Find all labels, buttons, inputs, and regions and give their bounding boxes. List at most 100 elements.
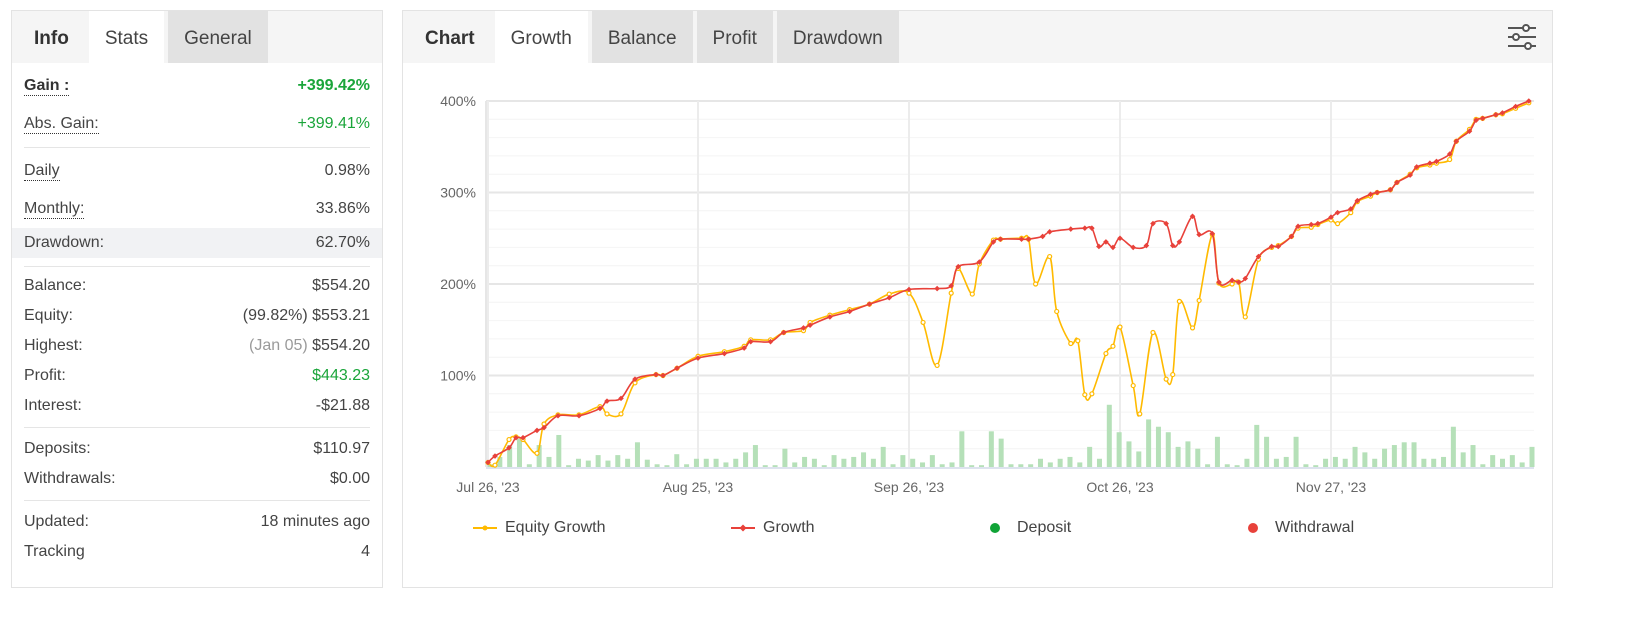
deposits-label: Deposits:	[24, 440, 91, 457]
profit-value: $443.23	[312, 367, 370, 384]
growth-line-icon	[731, 524, 755, 532]
daily-bar	[821, 465, 827, 467]
growth-point	[976, 259, 983, 265]
x-tick-label: Oct 26, '23	[1086, 479, 1153, 495]
growth-point	[485, 459, 491, 466]
legend-label: Deposit	[1017, 519, 1072, 536]
daily-bar	[979, 465, 985, 467]
equity-point	[1082, 392, 1088, 398]
daily-bar	[1077, 462, 1083, 467]
daily-bar	[1342, 458, 1348, 467]
daily-bar	[998, 438, 1004, 467]
daily-bar	[831, 455, 837, 467]
growth-point	[1394, 179, 1400, 186]
growth-point	[1242, 275, 1249, 282]
legend-withdrawal[interactable]: Withdrawal	[1247, 519, 1354, 537]
daily-bar	[1067, 456, 1073, 467]
daily-bar	[634, 442, 640, 467]
daily-bar	[743, 452, 749, 467]
sliders-icon[interactable]	[1506, 23, 1538, 51]
equity-point	[1447, 156, 1453, 163]
monthly-label[interactable]: Monthly:	[24, 199, 85, 219]
daily-bar	[536, 445, 542, 467]
daily-bar	[1136, 451, 1142, 467]
growth-point	[1288, 233, 1295, 240]
growth-point	[934, 285, 940, 292]
equity-value: $553.21	[312, 307, 370, 324]
tab-general[interactable]: General	[168, 11, 268, 63]
growth-point	[1407, 172, 1413, 178]
tab-balance[interactable]: Balance	[591, 11, 693, 63]
growth-point	[1453, 138, 1460, 145]
x-tick-label: Nov 27, '23	[1296, 479, 1367, 495]
daily-bar	[585, 460, 591, 467]
daily-bar	[1431, 458, 1437, 467]
daily-bar	[1519, 462, 1525, 467]
abs-gain-label[interactable]: Abs. Gain:	[24, 114, 99, 134]
daily-bar	[625, 458, 631, 467]
daily-bar	[703, 458, 709, 467]
abs-gain-row: Abs. Gain: +399.41%	[24, 105, 370, 143]
withdrawals-row: Withdrawals: $0.00	[24, 464, 370, 494]
growth-point	[534, 427, 540, 434]
growth-point	[1473, 117, 1479, 124]
equity-row: Equity: (99.82%) $553.21	[24, 301, 370, 331]
growth-point	[506, 444, 512, 451]
legend-growth[interactable]: Growth	[731, 519, 989, 537]
interest-label: Interest:	[24, 397, 82, 414]
growth-point	[1117, 235, 1123, 242]
profit-row: Profit: $443.23	[24, 361, 370, 391]
daily-label[interactable]: Daily	[24, 161, 60, 181]
tab-profit[interactable]: Profit	[696, 11, 773, 63]
daily-bar	[1283, 456, 1289, 467]
daily-bar	[1303, 464, 1309, 467]
growth-point	[955, 263, 962, 270]
legend-deposit[interactable]: Deposit	[989, 519, 1247, 537]
daily-bar	[1411, 442, 1417, 467]
growth-point	[1169, 242, 1176, 249]
x-tick-label: Sep 26, '23	[874, 479, 945, 495]
daily-bar	[1450, 426, 1456, 467]
chart-tabs: Chart Growth Balance Profit Drawdown	[403, 11, 1552, 63]
tab-growth[interactable]: Growth	[494, 11, 588, 63]
balance-label: Balance:	[24, 277, 87, 294]
highest-value: $554.20	[312, 337, 370, 354]
gain-value: +399.42%	[297, 77, 370, 94]
daily-bar	[615, 455, 621, 467]
tracking-row: Tracking 4	[24, 537, 370, 567]
abs-gain-value: +399.41%	[297, 115, 370, 132]
updated-label: Updated:	[24, 513, 89, 530]
daily-bar	[1008, 464, 1014, 467]
growth-point	[948, 283, 954, 289]
growth-point	[1427, 160, 1433, 167]
equity-label: Equity:	[24, 307, 73, 324]
gain-row: Gain : +399.42%	[24, 67, 370, 105]
monthly-row: Monthly: 33.86%	[24, 190, 370, 228]
tracking-label: Tracking	[24, 543, 85, 560]
legend-label: Equity Growth	[505, 519, 606, 536]
growth-point	[1143, 242, 1150, 249]
daily-bar	[674, 454, 680, 467]
legend-equity-growth[interactable]: Equity Growth	[473, 519, 731, 537]
daily-bar	[1401, 442, 1407, 467]
growth-point	[1018, 236, 1025, 242]
equity-point	[1032, 281, 1039, 287]
divider	[24, 266, 370, 267]
y-tick-label: 300%	[440, 185, 476, 201]
daily-bar	[654, 464, 660, 467]
growth-point	[653, 371, 659, 378]
tab-drawdown[interactable]: Drawdown	[776, 11, 899, 63]
daily-bar	[1116, 432, 1122, 467]
growth-point	[1367, 191, 1374, 198]
updated-value: 18 minutes ago	[260, 513, 370, 530]
equity-point	[1170, 371, 1176, 378]
daily-bar	[920, 462, 926, 467]
tab-info[interactable]: Info	[34, 28, 69, 49]
daily-bar	[556, 434, 562, 467]
chart-panel: Chart Growth Balance Profit Drawdown 100…	[402, 10, 1553, 588]
gain-label[interactable]: Gain :	[24, 76, 70, 96]
daily-bar	[1195, 448, 1201, 467]
daily-bar	[1490, 455, 1496, 467]
daily-bar	[841, 458, 847, 467]
tab-stats[interactable]: Stats	[88, 11, 165, 63]
